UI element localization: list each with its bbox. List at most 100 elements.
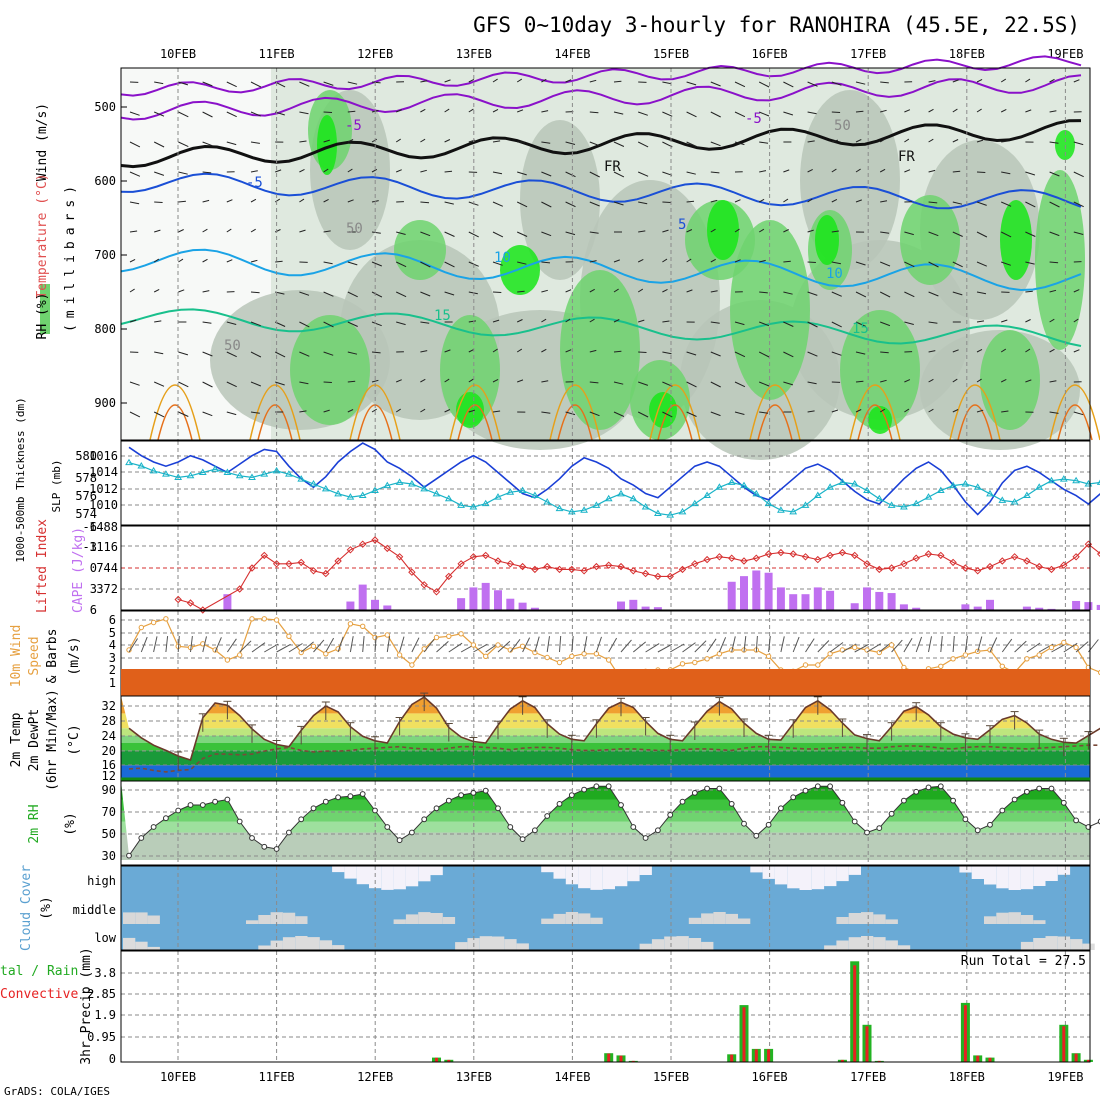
upper-wind-barb (855, 81, 866, 85)
high-cloud-gap (996, 866, 1009, 889)
upper-wind-barb (734, 111, 746, 118)
upper-wind-barb (323, 168, 329, 173)
thickness-point (285, 470, 293, 477)
upper-wind-barb (1073, 201, 1084, 208)
surface-wind-barb (682, 642, 696, 653)
lifted-index-point (297, 558, 305, 567)
surface-wind-barb (583, 636, 588, 653)
upper-wind-barb (420, 80, 428, 83)
thickness-point (764, 499, 773, 507)
wind-speed-point (347, 621, 354, 627)
surface-wind-barb (473, 643, 488, 653)
upper-wind-barb (226, 351, 237, 358)
wind-speed-point (593, 651, 600, 657)
upper-wind-barb (129, 141, 141, 148)
thickness-point (432, 489, 441, 497)
surface-wind-barb (411, 637, 420, 653)
lifted-index-point (334, 557, 342, 565)
upper-wind-barb (154, 111, 165, 117)
lifted-index-point (531, 565, 539, 574)
upper-wind-barb (904, 169, 911, 173)
upper-wind-barb (250, 259, 258, 263)
surface-wind-barb (805, 638, 815, 653)
surface-wind-barb (300, 641, 314, 653)
upper-wind-barb (831, 198, 838, 203)
temp-contour (120, 74, 1082, 121)
precip-panel: 3.8 2.85 1.9 0.95 0 tal / Rain Convective 3h… (0, 947, 1093, 1066)
middle-cloud-gap (861, 912, 874, 924)
temp-band (121, 765, 1090, 780)
low-cloud-gap (1033, 938, 1046, 950)
temp-contour (120, 55, 1082, 97)
precip-convective-bar (435, 1057, 438, 1062)
upper-wind-barb (517, 379, 524, 383)
upper-wind-barb (589, 288, 595, 293)
upper-wind-barb (807, 381, 817, 385)
rh-2m-point (618, 802, 624, 808)
upper-wind-barb (759, 291, 768, 294)
upper-wind-barb (855, 168, 861, 173)
thickness-point (752, 489, 761, 497)
rh-shading (815, 215, 839, 265)
upper-wind-barb (928, 108, 934, 113)
rh-2m-point (409, 829, 415, 836)
middle-cloud-gap (135, 912, 148, 924)
temp-contour (120, 119, 1082, 169)
thickness-point (358, 491, 367, 498)
thickness-point (1010, 498, 1019, 505)
upper-wind-barb (299, 81, 310, 87)
axis-tick-label: 1014 (89, 465, 118, 479)
rh-band (121, 821, 1090, 833)
top-date-label: 12FEB (357, 47, 393, 61)
rh-2m-point (630, 824, 637, 830)
upper-wind-barb (807, 229, 814, 233)
cape-bar (641, 606, 650, 610)
upper-wind-barb (492, 261, 503, 266)
upper-wind-barb (226, 228, 232, 233)
upper-wind-barb (1073, 171, 1084, 178)
lifted-index-point (1023, 557, 1031, 565)
upper-wind-barb (468, 348, 475, 353)
upper-wind-barb (226, 111, 237, 118)
wind-speed-point (273, 617, 280, 623)
thickness-point (912, 499, 921, 507)
temp-band (121, 728, 1090, 736)
rh-2m-point (901, 797, 907, 804)
middle-cloud-gap (701, 913, 714, 924)
cape-bar (912, 607, 921, 610)
upper-wind-barb (347, 168, 353, 173)
upper-wind-barb (855, 261, 866, 266)
low-cloud-gap (332, 945, 345, 950)
lifted-index-point (801, 553, 810, 561)
rh-legend-swatch (40, 284, 50, 334)
upper-wind-barb (129, 111, 140, 116)
rh-shading (394, 220, 446, 280)
upper-wind-barb (129, 381, 140, 386)
upper-wind-barb (565, 171, 576, 178)
rh-2m-point (778, 805, 784, 812)
upper-wind-barb (807, 321, 818, 328)
contour-label: 15 (434, 308, 451, 324)
thickness-point (580, 506, 588, 513)
precip-convective-bar (619, 1055, 623, 1062)
upper-wind-barb (759, 411, 769, 414)
upper-wind-barb (976, 348, 983, 353)
upper-wind-barb (1025, 201, 1036, 208)
upper-wind-barb (1001, 201, 1012, 207)
surface-wind-barb (829, 642, 844, 653)
upper-wind-barb (492, 348, 498, 353)
upper-wind-barb (637, 141, 649, 148)
bottom-date-label: 14FEB (554, 1070, 590, 1084)
wind-speed-point (310, 643, 317, 649)
surface-wind-barb (1063, 642, 1078, 653)
high-cloud-gap (811, 866, 825, 890)
upper-wind-barb (734, 411, 745, 415)
rh-2m-point (507, 824, 514, 830)
thickness-point (543, 498, 552, 505)
middle-cloud-gap (282, 912, 296, 924)
run-total: Run Total = 27.5 (961, 954, 1086, 969)
upper-wind-barb (928, 291, 939, 297)
axis-tick-label: -3 (83, 540, 97, 554)
lifted-index-point (420, 581, 428, 589)
upper-wind-barb (589, 201, 600, 207)
